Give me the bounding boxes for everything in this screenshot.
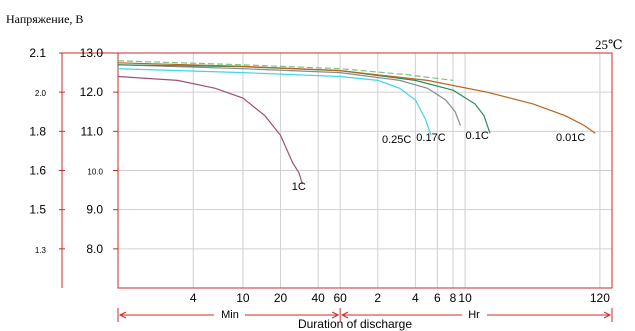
series-line-025C [117,68,432,136]
x-tick-label: 2 [374,291,381,305]
arrow-head [118,311,127,319]
x-tick-label: 60 [333,291,347,305]
series-line-017C [117,64,461,126]
y-tick-labels: 13.0 12.0 11.0 10.0 9.0 8.0 2.1 2.0 1.8 1.6 1.5 1.3 [29,46,103,256]
x-tick-label: 120 [590,291,610,305]
y-tick-label-battery: 11.0 [81,124,104,138]
y-axis-title: Напряжение, В [6,12,83,26]
series-labels: 1C 0.25C 0.17C 0.1C 0.01C [292,130,586,193]
temperature-label: 25℃ [595,37,623,52]
series-label: 0.01C [556,132,585,144]
x-tick-label: 8 [450,291,457,305]
series-label: 0.1C [466,130,489,142]
x-tick-label: 10 [458,291,472,305]
grid [118,52,612,288]
series-line-001C [117,62,596,134]
arrow-head [603,311,612,319]
series [117,60,596,185]
y-tick-label-cell: 1.6 [29,164,46,178]
x-tick-label: 4 [412,291,419,305]
y-tick-label-cell: 1.3 [35,246,47,255]
y-tick-label-battery: 10.0 [87,168,103,177]
x-tick-label: 4 [190,291,197,305]
series-line-dashed [117,60,454,81]
x-tick-label: 6 [434,291,441,305]
y-tick-label-cell: 2.0 [35,89,47,98]
series-label: 0.25C [382,134,411,146]
series-line-1C [117,75,304,185]
x-tick-label: 10 [236,291,250,305]
series-label: 1C [292,181,306,193]
arrow-head [331,311,340,319]
y-tick-label-cell: 1.5 [29,203,46,217]
x-tick-label: 20 [274,291,288,305]
x-unit-hours-label: Hr [468,309,480,321]
y-tick-label-battery: 9.0 [86,203,103,217]
x-axis-title: Duration of discharge [298,317,412,331]
arrow-head [341,311,349,319]
y-tick-label-battery: 12.0 [80,85,104,99]
axes [59,52,613,322]
x-tick-label: 40 [311,291,325,305]
y-tick-label-battery: 8.0 [86,242,103,256]
x-unit-minutes-label: Min [221,309,239,321]
series-label: 0.17C [416,132,445,144]
y-tick-label-battery: 13.0 [80,46,104,60]
y-tick-label-cell: 2.1 [29,46,46,60]
x-tick-labels: 4 10 20 40 60 2 4 6 8 10 120 [190,291,610,305]
y-tick-label-cell: 1.8 [29,124,46,138]
